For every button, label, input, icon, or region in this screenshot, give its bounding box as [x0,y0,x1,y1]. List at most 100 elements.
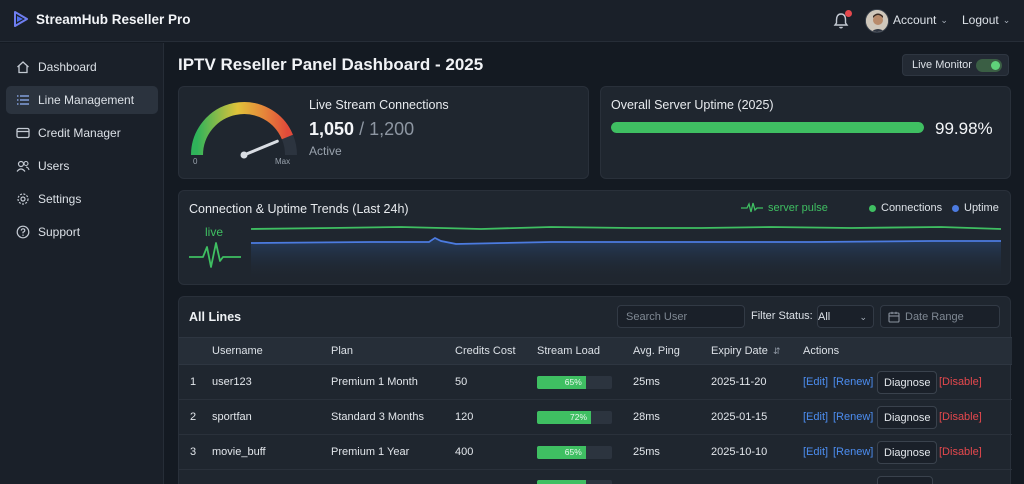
column-header-stream-load[interactable]: Stream Load [537,345,600,357]
column-header-username[interactable]: Username [212,345,263,357]
avatar[interactable] [865,9,889,33]
live-monitor-label: Live Monitor [912,59,972,71]
stream-load-fill: 65% [537,376,586,389]
cell-credits: 400 [455,446,474,458]
table-row[interactable]: 1 user123 Premium 1 Month 50 65% 25ms 20… [179,365,1012,400]
trends-title: Connection & Uptime Trends (Last 24h) [189,202,409,216]
edit-link[interactable]: [Edit] [803,446,829,458]
cell-expiry: 2025-01-15 [711,411,768,423]
sort-icon[interactable]: ⇵ [773,346,781,356]
chevron-down-icon: ⌄ [940,14,948,25]
top-bar: StreamHub Reseller Pro Account ⌄ Logout … [0,0,1024,42]
app-name: StreamHub Reseller Pro [36,11,191,27]
cell-ping: 25ms [633,376,660,388]
brand[interactable]: StreamHub Reseller Pro [14,11,191,27]
sidebar-item-support[interactable]: Support [6,218,158,246]
search-user-input[interactable] [617,305,745,328]
table-row[interactable]: 2 sportfan Standard 3 Months 120 72% 28m… [179,400,1012,435]
cell-plan: Premium 1 Year [331,446,410,458]
column-header-ping[interactable]: Avg. Ping [633,345,680,357]
stream-load-fill: 65% [537,446,586,459]
stream-load-bar [537,480,612,484]
sidebar-item-credit-manager[interactable]: Credit Manager [6,119,158,147]
cell-credits: 50 [455,376,468,388]
legend-label: Uptime [964,202,999,214]
stream-load-bar: 65% [537,376,612,389]
live-connections-title: Live Stream Connections [309,98,449,112]
server-uptime-card: Overall Server Uptime (2025) 99.98% [600,86,1011,179]
stream-load-fill [537,480,586,484]
uptime-line [251,236,1001,245]
help-icon [16,225,30,239]
calendar-icon [888,311,900,323]
page-title: IPTV Reseller Panel Dashboard - 2025 [178,55,484,74]
edit-link[interactable]: [Edit] [803,411,829,423]
table-header: Username Plan Credits Cost Stream Load A… [179,337,1012,365]
disable-link[interactable]: [Disable] [939,446,982,458]
legend-dot-icon [869,204,876,212]
uptime-progress-fill [611,122,924,133]
stream-load-bar: 65% [537,446,612,459]
sidebar-item-settings[interactable]: Settings [6,185,158,213]
sidebar-item-dashboard[interactable]: Dashboard [6,53,158,81]
filter-status-label: Filter Status: [751,310,813,322]
bell-icon[interactable] [833,12,849,30]
pulse-icon [741,202,763,213]
cell-ping: 25ms [633,446,660,458]
disable-link[interactable]: [Disable] [939,376,982,388]
table-row[interactable]: 3 movie_buff Premium 1 Year 400 65% 25ms… [179,435,1012,470]
gauge-min-label: 0 [193,157,198,166]
column-header-credits[interactable]: Credits Cost [455,345,516,357]
gauge-max-label: Max [275,157,291,166]
account-label: Account [893,13,937,27]
sidebar-item-label: Users [38,159,70,173]
sidebar-item-label: Line Management [38,93,135,107]
gear-icon [17,193,29,205]
heartbeat-icon [189,242,241,268]
legend-dot-icon [952,204,959,212]
home-icon [17,61,29,74]
sidebar-item-label: Settings [38,192,82,206]
row-number: 3 [190,446,197,458]
cell-expiry: 2025-11-20 [711,376,767,388]
column-header-expiry[interactable]: Expiry Date [711,345,768,357]
count-separator: / [359,119,365,139]
gauge-needle [242,139,279,157]
disable-link[interactable]: [Disable] [939,411,982,423]
diagnose-button[interactable]: Diagnose [877,371,938,394]
cell-credits: 120 [455,411,474,423]
legend-label: server pulse [768,202,828,214]
date-range-input[interactable]: Date Range [880,305,1000,328]
legend-label: Connections [881,202,943,214]
diagnose-button[interactable]: Diagnose [877,406,938,429]
cell-username: movie_buff [212,446,266,458]
renew-link[interactable]: [Renew] [833,446,874,458]
cell-expiry: 2025-10-10 [711,446,768,458]
toggle-knob [991,61,1000,70]
column-header-plan[interactable]: Plan [331,345,354,357]
sidebar-item-label: Support [38,225,81,239]
legend-server-pulse: server pulse [741,202,828,214]
logout-menu[interactable]: Logout ⌄ [962,13,1010,27]
renew-link[interactable]: [Renew] [833,411,874,423]
toggle-switch[interactable] [976,59,1002,72]
cell-username: user123 [212,376,252,388]
chevron-down-icon: ⌄ [1002,14,1011,25]
credit-card-icon [16,127,30,139]
renew-link[interactable]: [Renew] [833,376,874,388]
trend-chart [251,226,1001,281]
edit-link[interactable]: [Edit] [803,376,829,388]
sidebar-item-users[interactable]: Users [6,152,158,180]
live-monitor-toggle[interactable]: Live Monitor [902,54,1009,76]
stream-load-bar: 72% [537,411,612,424]
all-lines-title: All Lines [189,310,242,324]
diagnose-button[interactable]: Diagnose [877,441,938,464]
account-menu[interactable]: Account ⌄ [893,13,948,27]
sidebar-item-label: Dashboard [38,60,97,74]
sidebar: Dashboard Line Management Credit Manager… [0,43,164,484]
current-connections: 1,050 [309,119,355,139]
all-lines-card: All Lines Filter Status: All ⌄ Date Rang… [178,296,1012,484]
sidebar-item-line-management[interactable]: Line Management [6,86,158,114]
cell-plan: Standard 3 Months [331,411,424,423]
filter-status-select[interactable]: All ⌄ [817,305,874,328]
